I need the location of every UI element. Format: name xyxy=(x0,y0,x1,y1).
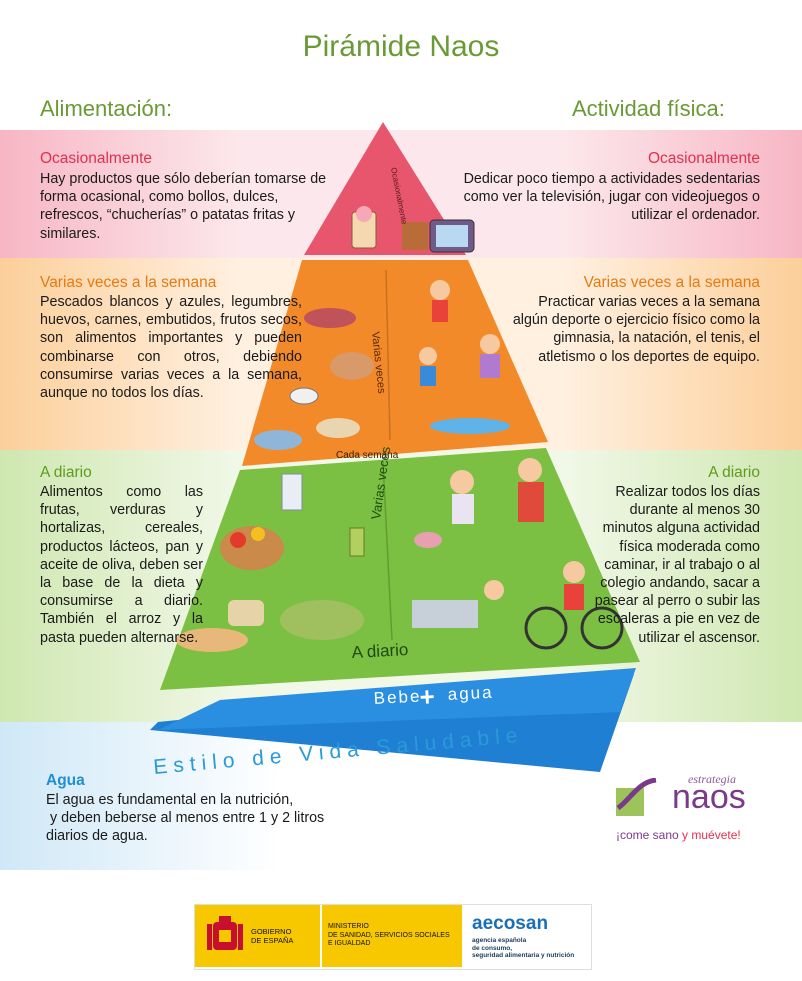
activity-weekly-text: Practicar varias veces a la semana algún… xyxy=(512,294,760,365)
food-weekly-heading: Varias veces a la semana xyxy=(40,274,217,291)
naos-logo-top: estrategia xyxy=(688,772,736,786)
illustration-fruits-vegetables-icon xyxy=(176,473,365,652)
water-label-right: agua xyxy=(447,683,494,704)
pyramid-tier-occasional xyxy=(304,122,466,255)
water-text-line: diarios de agua. xyxy=(46,828,148,845)
aecosan-line: de consumo, xyxy=(472,944,513,952)
naos-slogan-part: ¡come sano xyxy=(616,828,683,842)
activity-daily-heading: A diario xyxy=(708,464,760,481)
illustration-walking-cycling-icon xyxy=(412,458,624,650)
gobierno-line: GOBIERNO xyxy=(251,927,292,936)
naos-logo-mark-icon xyxy=(616,778,657,816)
activity-occasional-heading: Ocasionalmente xyxy=(647,150,760,167)
activity-daily-text: Realizar todos los días durante al menos… xyxy=(594,484,760,646)
water-label-left: Bebe xyxy=(373,687,422,708)
food-column-header: Alimentación: xyxy=(40,96,173,121)
water-heading: Agua xyxy=(46,772,85,789)
aecosan-name: aecosan xyxy=(472,913,549,934)
coat-of-arms-icon xyxy=(207,916,243,950)
illustration-sweets-icon xyxy=(351,206,428,250)
illustration-fish-meat-icon xyxy=(254,308,374,450)
gobierno-logo: GOBIERNO DE ESPAÑA xyxy=(195,905,320,967)
food-daily-text: Alimentos como las frutas, verduras y ho… xyxy=(40,484,203,646)
water-text: El agua es fundamental en la nutrición, … xyxy=(46,791,366,846)
naos-logo: estrategia naos ¡come sano y muévete! xyxy=(612,770,762,850)
pyramid-base-blue-band xyxy=(158,668,636,730)
ministerio-line: DE SANIDAD, SERVICIOS SOCIALES xyxy=(328,931,450,939)
ministerio-logo: MINISTERIO DE SANIDAD, SERVICIOS SOCIALE… xyxy=(322,905,462,967)
illustration-tv-icon xyxy=(429,219,475,253)
pyramid-label-daily-bottom: A diario xyxy=(351,640,409,662)
ministerio-line: MINISTERIO xyxy=(328,923,369,930)
food-occasional-text: Hay productos que sólo deberían tomarse … xyxy=(40,171,327,242)
activity-column-header: Actividad física: xyxy=(572,96,725,121)
aecosan-line: agencia española xyxy=(472,937,527,944)
food-daily-heading: A diario xyxy=(40,464,92,481)
aecosan-logo: aecosan agencia española de consumo, seg… xyxy=(464,905,590,967)
food-occasional-heading: Ocasionalmente xyxy=(40,150,153,167)
activity-occasional-text: Dedicar poco tiempo a actividades sedent… xyxy=(463,171,760,224)
activity-weekly-heading: Varias veces a la semana xyxy=(583,274,760,291)
illustration-sports-kids-icon xyxy=(419,280,510,434)
water-label-plus: + xyxy=(419,681,436,712)
water-text-line: El agua es fundamental en la nutrición, xyxy=(46,792,294,808)
water-text-line: y deben beberse al menos entre 1 y 2 lit… xyxy=(50,810,325,827)
naos-slogan: ¡come sano y muévete! xyxy=(616,828,741,842)
ministerio-line: E IGUALDAD xyxy=(328,940,371,947)
page-title: Pirámide Naos xyxy=(302,30,500,63)
pyramid-label-weekly-bottom: Cada semana xyxy=(336,450,399,461)
gobierno-line: DE ESPAÑA xyxy=(251,936,294,945)
food-weekly-text: Pescados blancos y azules, legumbres, hu… xyxy=(40,294,302,402)
naos-logo-main: naos xyxy=(672,778,746,816)
naos-slogan-part: y muévete! xyxy=(682,828,741,842)
aecosan-line: seguridad alimentaria y nutrición xyxy=(472,952,575,959)
